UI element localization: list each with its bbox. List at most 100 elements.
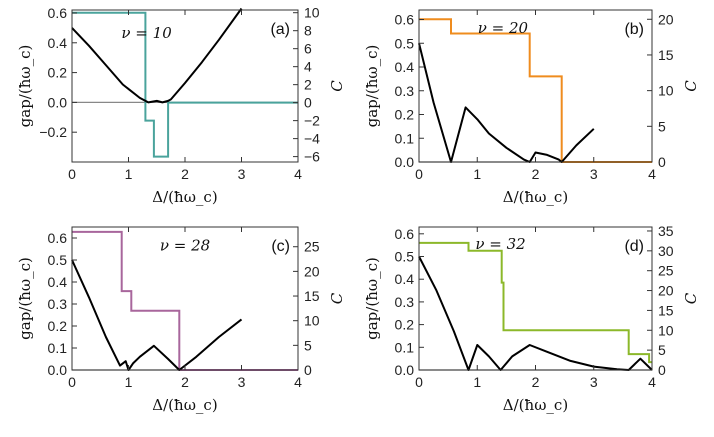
chern-number-series — [419, 18, 652, 163]
chern-number-series — [72, 230, 298, 371]
y-left-tick-label: 0.6 — [48, 5, 68, 21]
x-tick-label: 3 — [238, 374, 246, 390]
y-right-tick-label: 15 — [658, 47, 674, 63]
y-left-tick-label: 0.4 — [395, 271, 415, 287]
y-left-tick-label: 0.3 — [395, 83, 415, 99]
y-right-tick-label: 20 — [658, 283, 674, 299]
x-tick-label: 1 — [125, 374, 133, 390]
y-right-tick-label: 5 — [658, 118, 666, 134]
nu-annotation: ν = 32 — [475, 235, 525, 253]
y-right-tick-label: 25 — [658, 263, 674, 279]
y-right-axis-label: C — [328, 80, 346, 92]
x-tick-label: 2 — [532, 166, 540, 182]
y-right-tick-label: 10 — [304, 5, 320, 21]
chern-number-series — [419, 241, 652, 364]
y-right-tick-label: 15 — [304, 288, 320, 304]
x-tick-label: 3 — [238, 166, 246, 182]
y-left-axis-label: gap/(ħω_c) — [16, 257, 34, 340]
x-tick-label: 0 — [415, 374, 423, 390]
y-left-tick-label: 0.2 — [395, 107, 415, 123]
plot-frame — [71, 9, 299, 163]
x-tick-label: 1 — [125, 166, 133, 182]
x-tick-label: 2 — [532, 374, 540, 390]
y-left-axis-label: gap/(ħω_c) — [16, 45, 34, 128]
y-right-tick-label: 6 — [304, 41, 312, 57]
y-right-tick-label: 5 — [304, 337, 312, 353]
gap-series — [418, 256, 653, 371]
x-tick-label: 0 — [68, 374, 76, 390]
y-left-tick-label: 0.4 — [48, 35, 68, 51]
panel-label: (b) — [624, 21, 644, 38]
y-left-tick-label: 0.0 — [395, 154, 415, 170]
x-tick-label: 0 — [415, 166, 423, 182]
x-tick-label: 4 — [294, 166, 302, 182]
panel-a: 0 1 2 3 4 −0.2 0.0 0.2 0.4 0.6 −6 −4 −2 0 2 4 6 8 10 Δ/(ħω_… — [16, 5, 346, 206]
y-right-tick-label: 30 — [658, 243, 674, 259]
y-left-tick-label: 0.0 — [48, 94, 68, 110]
y-right-tick-label: 0 — [658, 154, 666, 170]
y-left-tick-label: −0.2 — [39, 124, 67, 140]
gap-series — [71, 7, 243, 104]
x-tick-label: 4 — [294, 374, 302, 390]
x-tick-label: 4 — [648, 374, 656, 390]
nu-annotation: ν = 28 — [160, 237, 210, 255]
y-right-tick-label: 10 — [658, 83, 674, 99]
y-left-tick-label: 0.5 — [395, 249, 415, 265]
y-left-tick-label: 0.5 — [48, 252, 68, 268]
y-right-tick-label: −4 — [304, 131, 320, 147]
y-left-tick-label: 0.1 — [395, 130, 415, 146]
y-right-tick-label: 4 — [304, 59, 312, 75]
y-left-tick-label: 0.6 — [395, 12, 415, 28]
x-axis-label: Δ/(ħω_c) — [503, 396, 568, 414]
y-left-tick-label: 0.1 — [48, 340, 68, 356]
x-tick-label: 2 — [181, 374, 189, 390]
y-right-tick-label: 25 — [304, 239, 320, 255]
x-tick-label: 1 — [473, 166, 481, 182]
y-left-tick-label: 0.4 — [395, 59, 415, 75]
y-right-tick-label: 2 — [304, 77, 312, 93]
panel-c: 0 1 2 3 4 0.0 0.1 0.2 0.3 0.4 0.5 0.6 0 5 10 15 20 25 Δ/(ħ… — [16, 226, 346, 414]
y-left-tick-label: 0.6 — [395, 226, 415, 242]
y-right-axis-label: C — [682, 80, 700, 92]
x-tick-label: 2 — [181, 166, 189, 182]
y-left-tick-label: 0.2 — [395, 317, 415, 333]
panel-d: 0 1 2 3 4 0.0 0.1 0.2 0.3 0.4 0.5 0.6 0 5 10 15 20 25 30 35… — [363, 223, 700, 414]
x-tick-label: 4 — [648, 166, 656, 182]
y-right-axis-label: C — [682, 292, 700, 304]
y-left-tick-label: 0.3 — [395, 294, 415, 310]
panel-label: (a) — [270, 21, 290, 38]
x-axis-label: Δ/(ħω_c) — [152, 396, 217, 414]
x-tick-label: 1 — [473, 374, 481, 390]
gap-series — [418, 43, 595, 163]
y-right-tick-label: 10 — [658, 322, 674, 338]
y-right-tick-label: 10 — [304, 313, 320, 329]
y-right-tick-label: 35 — [658, 223, 674, 239]
y-right-tick-label: 0 — [304, 95, 312, 111]
y-right-tick-label: 20 — [304, 263, 320, 279]
y-left-tick-label: 0.6 — [48, 230, 68, 246]
y-right-tick-label: 0 — [658, 362, 666, 378]
gap-series — [71, 259, 243, 371]
y-left-tick-label: 0.0 — [48, 362, 68, 378]
y-left-axis-label: gap/(ħω_c) — [363, 257, 381, 340]
nu-annotation: ν = 20 — [478, 19, 529, 37]
x-tick-label: 3 — [590, 374, 598, 390]
y-left-tick-label: 0.3 — [48, 296, 68, 312]
y-left-tick-label: 0.2 — [48, 65, 68, 81]
chern-number-series — [72, 11, 298, 158]
y-left-tick-label: 0.2 — [48, 318, 68, 334]
y-right-axis-label: C — [328, 292, 346, 304]
y-right-tick-label: 20 — [658, 11, 674, 27]
y-left-tick-label: 0.1 — [395, 339, 415, 355]
nu-annotation: ν = 10 — [121, 24, 172, 42]
y-right-tick-label: 15 — [658, 302, 674, 318]
x-axis-label: Δ/(ħω_c) — [152, 188, 217, 206]
y-right-tick-label: 5 — [658, 342, 666, 358]
panel-b: 0 1 2 3 4 0.0 0.1 0.2 0.3 0.4 0.5 0.6 0 5 10 15 20 Δ/(ħω_… — [363, 9, 700, 206]
x-axis-label: Δ/(ħω_c) — [503, 188, 568, 206]
x-tick-label: 3 — [590, 166, 598, 182]
y-left-tick-label: 0.5 — [395, 35, 415, 51]
y-left-axis-label: gap/(ħω_c) — [363, 45, 381, 128]
panel-label: (d) — [624, 238, 644, 255]
